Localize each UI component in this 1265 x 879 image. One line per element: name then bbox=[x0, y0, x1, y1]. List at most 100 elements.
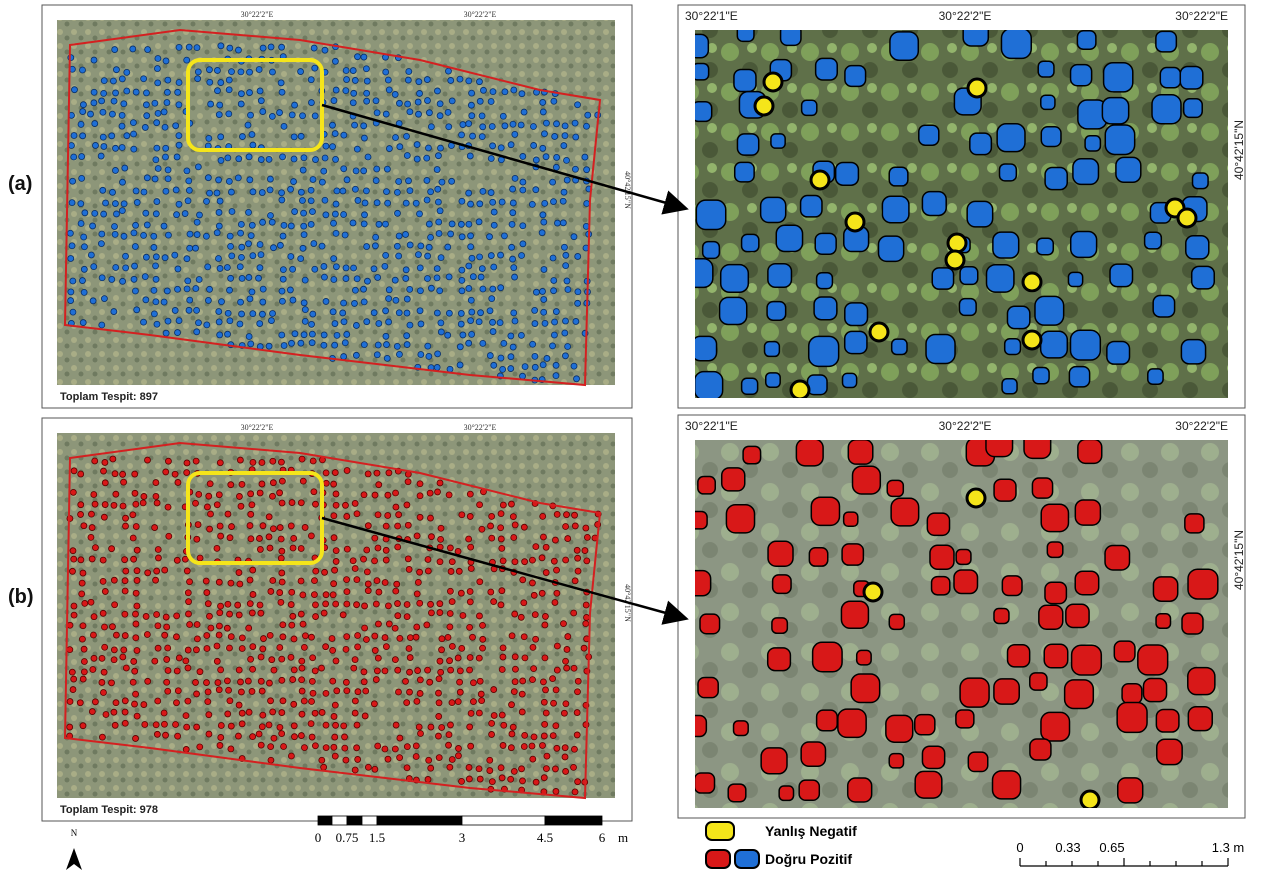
detection-dot bbox=[565, 344, 571, 350]
detection-dot bbox=[77, 700, 83, 706]
detection-dot bbox=[437, 101, 443, 107]
detection-dot bbox=[256, 731, 262, 737]
detection-dot bbox=[385, 756, 391, 762]
coord-label: 30°22'2"E bbox=[939, 9, 992, 23]
detection-dot bbox=[281, 222, 287, 228]
detection-dot bbox=[258, 157, 264, 163]
detection-dot bbox=[383, 69, 389, 75]
detection-dot bbox=[78, 221, 84, 227]
detection-dot bbox=[333, 558, 339, 564]
detection-dot bbox=[154, 731, 160, 737]
detection-dot bbox=[176, 79, 182, 85]
page: {"panels": [ {"label": "(a)", "top_ticks… bbox=[0, 0, 1265, 879]
detection-dot bbox=[258, 742, 264, 748]
crown bbox=[843, 373, 857, 387]
detection-dot bbox=[428, 765, 434, 771]
detection-dot bbox=[333, 548, 339, 554]
detection-dot bbox=[403, 275, 409, 281]
detection-dot bbox=[310, 655, 316, 661]
detection-dot bbox=[385, 492, 391, 498]
detection-dot bbox=[543, 154, 549, 160]
detection-dot bbox=[109, 133, 115, 139]
detection-dot bbox=[383, 342, 389, 348]
detection-dot bbox=[416, 724, 422, 730]
detection-dot bbox=[354, 745, 360, 751]
detection-dot bbox=[120, 278, 126, 284]
detection-dot bbox=[531, 734, 537, 740]
detection-dot bbox=[289, 622, 295, 628]
detection-dot bbox=[256, 275, 262, 281]
detection-dot bbox=[392, 277, 398, 283]
detection-dot bbox=[455, 753, 461, 759]
detection-dot bbox=[446, 310, 452, 316]
detection-dot bbox=[218, 667, 224, 673]
detection-dot bbox=[343, 265, 349, 271]
detection-dot bbox=[236, 493, 242, 499]
detection-dot bbox=[563, 658, 569, 664]
detection-dot bbox=[175, 266, 181, 272]
detection-dot bbox=[237, 581, 243, 587]
detection-dot bbox=[298, 578, 304, 584]
detection-dot bbox=[449, 700, 455, 706]
detection-dot bbox=[69, 568, 75, 574]
detection-dot bbox=[434, 266, 440, 272]
detection-dot bbox=[164, 89, 170, 95]
detection-dot bbox=[467, 655, 473, 661]
detection-dot bbox=[89, 556, 95, 562]
crown bbox=[1068, 272, 1082, 286]
detection-dot bbox=[207, 286, 213, 292]
detection-dot bbox=[426, 221, 432, 227]
detection-dot bbox=[424, 197, 430, 203]
detection-dot bbox=[350, 100, 356, 106]
detection-dot bbox=[216, 492, 222, 498]
detection-dot bbox=[512, 654, 518, 660]
detection-dot bbox=[131, 131, 137, 137]
detection-dot bbox=[584, 201, 590, 207]
detection-dot bbox=[132, 701, 138, 707]
crown bbox=[956, 710, 974, 728]
crown bbox=[695, 372, 723, 400]
detection-dot bbox=[511, 265, 517, 271]
detection-dot bbox=[361, 168, 367, 174]
detection-dot bbox=[246, 154, 252, 160]
detection-dot bbox=[216, 687, 222, 693]
detection-dot bbox=[434, 364, 440, 370]
detection-dot bbox=[173, 700, 179, 706]
detection-dot bbox=[99, 655, 105, 661]
detection-dot bbox=[134, 547, 140, 553]
detection-dot bbox=[132, 490, 138, 496]
detection-dot bbox=[154, 568, 160, 574]
detection-dot bbox=[186, 44, 192, 50]
detection-dot bbox=[267, 632, 273, 638]
detection-dot bbox=[123, 515, 129, 521]
crown bbox=[968, 752, 987, 771]
detection-dot bbox=[457, 668, 463, 674]
crown bbox=[1041, 95, 1055, 109]
detection-dot bbox=[352, 77, 358, 83]
detection-dot bbox=[489, 720, 495, 726]
detection-dot bbox=[382, 668, 388, 674]
detection-dot bbox=[512, 559, 518, 565]
detection-dot bbox=[247, 69, 253, 75]
detection-dot bbox=[467, 588, 473, 594]
crown bbox=[801, 742, 825, 766]
detection-dot bbox=[70, 178, 76, 184]
detection-dot bbox=[512, 679, 518, 685]
detection-dot bbox=[176, 44, 182, 50]
detection-dot bbox=[428, 285, 434, 291]
detection-dot bbox=[439, 179, 445, 185]
detection-dot bbox=[476, 219, 482, 225]
detection-dot bbox=[291, 723, 297, 729]
detection-dot bbox=[67, 699, 73, 705]
detection-dot bbox=[227, 287, 233, 293]
detection-dot bbox=[299, 658, 305, 664]
detection-dot bbox=[299, 688, 305, 694]
detection-dot bbox=[278, 80, 284, 86]
detection-dot bbox=[341, 300, 347, 306]
detection-dot bbox=[259, 481, 265, 487]
detection-dot bbox=[372, 766, 378, 772]
detection-dot bbox=[417, 569, 423, 575]
detection-dot bbox=[425, 253, 431, 259]
missed-crown bbox=[967, 489, 985, 507]
detection-dot bbox=[205, 689, 211, 695]
